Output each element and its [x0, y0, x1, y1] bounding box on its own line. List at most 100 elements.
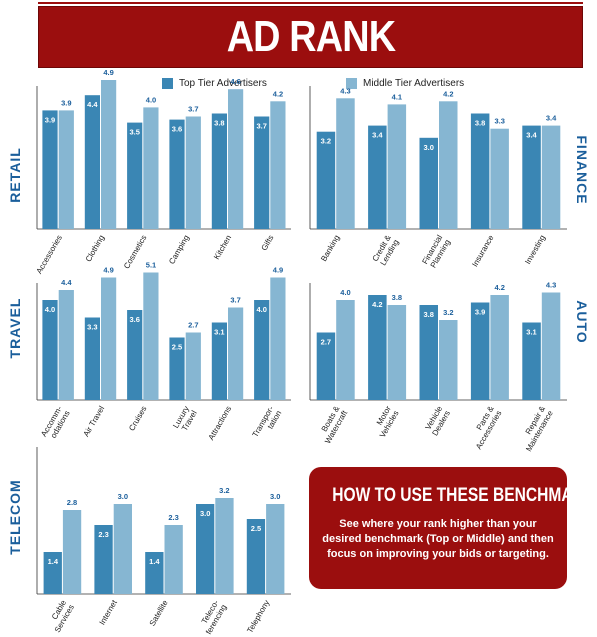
data-label-top: 2.5	[172, 343, 182, 352]
data-label-middle: 3.7	[188, 105, 198, 114]
category-label: Internet	[98, 598, 120, 627]
bar-top	[127, 122, 143, 229]
data-label-top: 1.4	[48, 557, 59, 566]
bar-middle	[336, 300, 355, 400]
data-label-top: 4.0	[45, 305, 55, 314]
category-label: Insurance	[470, 233, 496, 268]
data-label-middle: 3.9	[61, 98, 71, 107]
data-label-middle: 4.0	[146, 95, 156, 104]
bar-middle	[336, 98, 355, 229]
data-label-middle: 4.2	[273, 89, 283, 98]
data-label-middle: 4.6	[230, 77, 240, 86]
bar-top	[368, 125, 387, 229]
category-label: Satellite	[148, 598, 170, 628]
bar-top	[522, 322, 541, 400]
category-label: Telephony	[245, 599, 271, 635]
data-label-top: 3.1	[526, 328, 536, 337]
section-label-retail: RETAIL	[7, 147, 23, 203]
data-label-top: 3.1	[214, 328, 224, 337]
category-label: Air Travel	[82, 404, 107, 438]
bar-top	[246, 519, 266, 594]
section-label-finance: FINANCE	[574, 135, 590, 204]
chart-travel: TRAVEL 4.0 4.4 Accomm-odations 3.3 4.9 Air Tra…	[7, 261, 291, 443]
bar-top	[196, 504, 215, 594]
data-label-top: 1.4	[149, 557, 160, 566]
category-label: Credit &Lending	[371, 233, 401, 268]
category-label: Teleco-ferencing	[196, 598, 228, 636]
bar-top	[254, 300, 270, 400]
data-label-top: 3.4	[372, 131, 383, 140]
data-label-middle: 4.3	[340, 86, 350, 95]
bar-top	[419, 137, 438, 229]
category-label: Boats &Watercraft	[315, 404, 349, 445]
category-label: Cruises	[127, 405, 148, 433]
data-label-middle: 3.4	[546, 114, 557, 123]
bar-top	[316, 131, 336, 229]
legend-label-top: Top Tier Advertisers	[179, 78, 267, 89]
category-label: LuxuryTravel	[171, 404, 199, 434]
bar-middle	[541, 125, 561, 229]
data-label-middle: 3.0	[270, 492, 280, 501]
category-label: Accessories	[35, 234, 64, 276]
bar-middle	[58, 110, 74, 229]
bar-top	[84, 317, 100, 400]
bar-top	[94, 525, 113, 594]
data-label-top: 2.7	[321, 338, 331, 347]
bar-top	[169, 119, 185, 229]
top-accent-line	[38, 2, 583, 4]
callout-title: HOW TO USE THESE BENCHMARKS	[332, 485, 597, 506]
section-label-travel: TRAVEL	[7, 298, 23, 359]
data-label-top: 4.0	[256, 305, 266, 314]
chart-auto: AUTO 2.7 4.0 Boats &Watercraft 4.2 3.8 MotorVe…	[309, 281, 590, 453]
data-label-top: 3.8	[214, 119, 224, 128]
data-label-top: 4.2	[372, 300, 382, 309]
bar-middle	[270, 101, 286, 229]
category-label: Transpor-tation	[251, 404, 284, 443]
legend-swatch-middle	[346, 78, 357, 89]
bar-middle	[101, 277, 117, 400]
bar-middle	[113, 504, 132, 594]
bar-top	[254, 116, 270, 229]
bar-top	[522, 125, 541, 229]
data-label-middle: 4.2	[443, 89, 453, 98]
data-label-top: 3.0	[423, 143, 433, 152]
data-label-middle: 2.7	[188, 321, 198, 330]
data-label-middle: 3.8	[392, 293, 402, 302]
category-label: VehicleDealers	[423, 404, 453, 437]
chart-retail: RETAIL 3.9 3.9 Accessories 4.4 4.9 Clothing 3.5…	[7, 68, 291, 275]
category-label: FinancialPlanning	[420, 233, 452, 270]
category-label: Attractions	[207, 405, 234, 442]
bar-middle	[101, 80, 117, 229]
category-label: Repair &Maintenance	[516, 404, 555, 453]
bar-middle	[62, 510, 82, 594]
chart-telecom: TELECOM 1.4 2.8 CableServices 2.3 3.0 Internet…	[7, 447, 291, 636]
category-label: Banking	[319, 234, 341, 264]
bar-middle	[266, 504, 285, 594]
data-label-top: 3.8	[423, 310, 433, 319]
page-title: AD RANK	[226, 12, 395, 61]
data-label-middle: 4.3	[546, 281, 556, 290]
legend-item-top: Top Tier Advertisers	[162, 78, 267, 89]
bar-middle	[490, 295, 509, 400]
data-label-top: 3.9	[475, 308, 485, 317]
data-label-middle: 2.3	[168, 513, 178, 522]
bar-top	[84, 95, 100, 229]
data-label-top: 3.6	[129, 315, 139, 324]
data-label-middle: 3.2	[219, 486, 229, 495]
category-label: Cosmetics	[122, 234, 148, 271]
data-label-middle: 3.2	[443, 308, 453, 317]
category-label: Gifts	[260, 234, 276, 253]
bar-top	[42, 300, 58, 400]
data-label-top: 3.2	[321, 137, 331, 146]
section-label-auto: AUTO	[574, 300, 590, 343]
callout-body: See where your rank higher than your des…	[322, 518, 554, 560]
bar-top	[43, 552, 62, 594]
bar-top	[42, 110, 58, 229]
data-label-middle: 4.9	[103, 266, 113, 275]
category-label: Parts &Accessories	[466, 404, 503, 451]
bar-middle	[439, 101, 458, 229]
bar-top	[211, 113, 227, 229]
bar-top	[316, 332, 336, 400]
data-label-top: 3.9	[45, 115, 55, 124]
data-label-top: 3.8	[475, 119, 485, 128]
